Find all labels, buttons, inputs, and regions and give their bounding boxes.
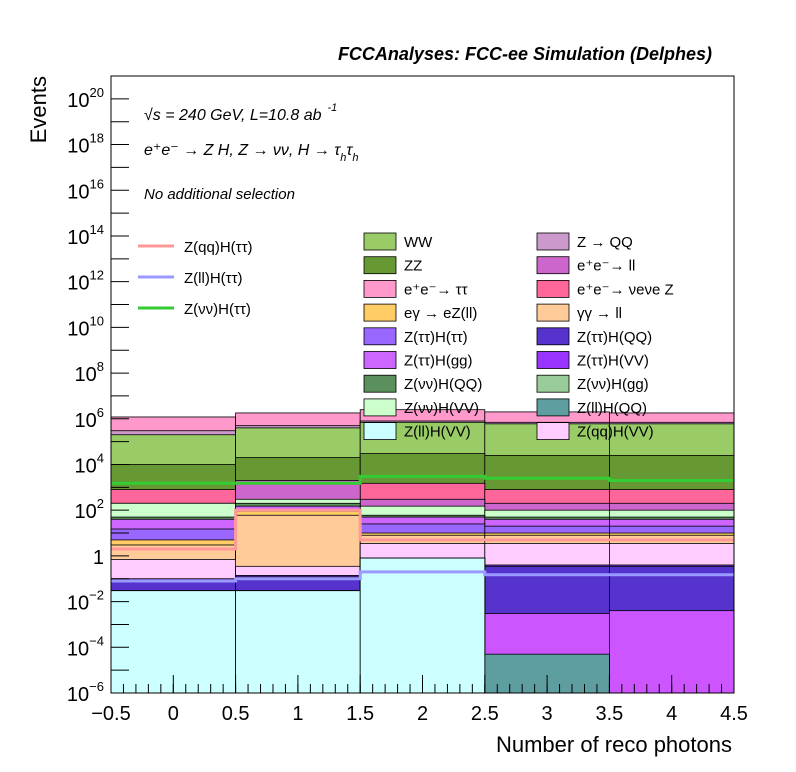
x-tick-label: 4.5 [720,703,748,725]
legend-swatch-z-qq [536,232,570,251]
legend-swatch-z-h-vv [363,398,397,417]
y-tick-label: 10−6 [67,679,104,706]
signal-line-z-ll-h [111,570,734,583]
legend-label-z-h: Z(νν)H(ττ) [184,301,251,318]
x-tick-label: 2.5 [471,703,499,725]
annotations: √s = 240 GeV, L=10.8 ab -1 e⁺e⁻ → Z H, Z … [144,102,358,203]
legend-label-zz: ZZ [404,258,422,275]
legend-label-e-e-e-e-z: e⁺e⁻→ νeνe Z [577,281,674,298]
legend-swatch-ll [536,303,570,322]
legend-label-ww: WW [404,234,433,251]
y-tick-label: 1018 [67,131,104,158]
legend-signals: Z(qq)H(ττ) Z(ll)H(ττ) Z(νν)H(ττ) [138,239,253,318]
x-tick-label: 1 [292,703,303,725]
y-tick-label: 1020 [67,85,104,112]
y-tick-label: 104 [75,450,104,477]
x-tick-label: 1.5 [346,703,374,725]
legend-swatch-e-ez-ll [363,303,397,322]
legend-label-z-ll-h-qq: Z(ll)H(QQ) [577,400,647,417]
legend-label-z-h-gg: Z(ττ)H(gg) [404,353,473,370]
chart-title: FCCAnalyses: FCC-ee Simulation (Delphes) [338,44,712,64]
legend-label-e-e: e⁺e⁻→ ττ [404,281,468,298]
x-axis-label: Number of reco photons [496,732,732,757]
signal-line-z-qq-h [111,508,734,551]
legend-swatch-e-e [363,279,397,298]
legend-label-z-qq-h: Z(qq)H(ττ) [184,239,253,256]
legend-label-z-h: Z(ττ)H(ττ) [404,329,468,346]
stacked-bars [110,409,735,694]
x-tick-label: −0.5 [91,703,130,725]
legend-swatch-e-e-e-e-z [536,279,570,298]
x-tick-label: 4 [666,703,677,725]
svg-text:e⁺e⁻ → Z H, Z → νν, H → τhτh: e⁺e⁻ → Z H, Z → νν, H → τhτh [144,142,358,164]
signal-lines [111,474,734,583]
legend-label-z-ll-h-vv: Z(ll)H(VV) [404,424,471,441]
x-tick-label: 2 [417,703,428,725]
y-tick-label: 1014 [67,222,104,249]
legend-swatch-z-h-qq [363,374,397,393]
svg-text:√s = 240 GeV, L=10.8 ab-1: √s = 240 GeV, L=10.8 ab -1 [144,102,337,124]
legend-swatch-zz [363,256,397,275]
legend-swatch-z-h-vv [536,351,570,369]
legend-label-z-h-vv: Z(νν)H(VV) [404,400,479,417]
legend-label-z-h-gg: Z(νν)H(gg) [577,376,649,393]
annotation-selection: No additional selection [144,186,295,203]
y-tick-label: 1 [93,547,104,569]
legend-swatch-z-h [363,327,397,346]
annotation-energy-lumi: √s = 240 GeV, L=10.8 ab [144,107,322,124]
legend-label-z-qq: Z → QQ [577,234,633,251]
legend-swatch-z-qq-h-vv [536,422,570,441]
y-tick-label: 10−4 [67,633,104,660]
y-axis: 10−6 10−4 10−2 1 102 104 106 108 1010 1012 1014 101… [67,75,129,706]
legend-swatch-z-h-qq [536,327,570,346]
y-tick-label: 102 [75,496,104,523]
x-tick-label: 0 [168,703,179,725]
legend-label-z-h-qq: Z(νν)H(QQ) [404,376,482,393]
y-tick-label: 1010 [67,313,104,340]
y-tick-label: 10−2 [67,588,104,615]
legend-swatch-ww [363,232,397,251]
y-tick-label: 108 [75,359,104,386]
legend-label-z-h-qq: Z(ττ)H(QQ) [577,329,652,346]
y-tick-label: 1012 [67,268,104,295]
legend-label-e-ez-ll: eγ → eZ(ll) [404,305,477,322]
x-tick-label: 3 [542,703,553,725]
bar-z-ll-h-vv-bin-2 [359,557,486,694]
x-tick-label: 0.5 [222,703,250,725]
legend-backgrounds: WW ZZ e⁺e⁻→ ττ eγ → eZ(ll) Z(ττ)H(ττ) Z(ττ)H(… [363,232,674,441]
legend-swatch-e-e-ll [536,256,570,275]
legend-label-z-ll-h: Z(ll)H(ττ) [184,270,243,287]
legend-label-z-h-vv: Z(ττ)H(VV) [577,353,649,370]
x-tick-label: 3.5 [595,703,623,725]
signal-line-z-h [111,474,734,485]
annotation-process: e⁺e⁻ → Z H, Z → νν, H → τ [144,142,341,159]
legend-label-ll: γγ → ll [577,305,622,322]
legend-swatch-z-h-gg [363,351,397,369]
x-axis: −0.5 0 0.5 1 1.5 2 2.5 3 3.5 4 4.5 [91,675,748,725]
y-axis-label: Events [26,76,51,143]
legend-swatch-z-ll-h-vv [363,422,397,441]
legend-label-z-qq-h-vv: Z(qq)H(VV) [577,424,654,441]
annotation-energy-lumi-sup: -1 [328,102,338,114]
legend-label-e-e-ll: e⁺e⁻→ ll [577,258,635,275]
annotation-process-sub: h [340,152,346,164]
y-tick-label: 106 [75,405,104,432]
y-tick-label: 1016 [67,176,104,203]
legend-swatch-z-ll-h-qq [536,398,570,417]
legend-swatch-z-h-gg [536,374,570,393]
